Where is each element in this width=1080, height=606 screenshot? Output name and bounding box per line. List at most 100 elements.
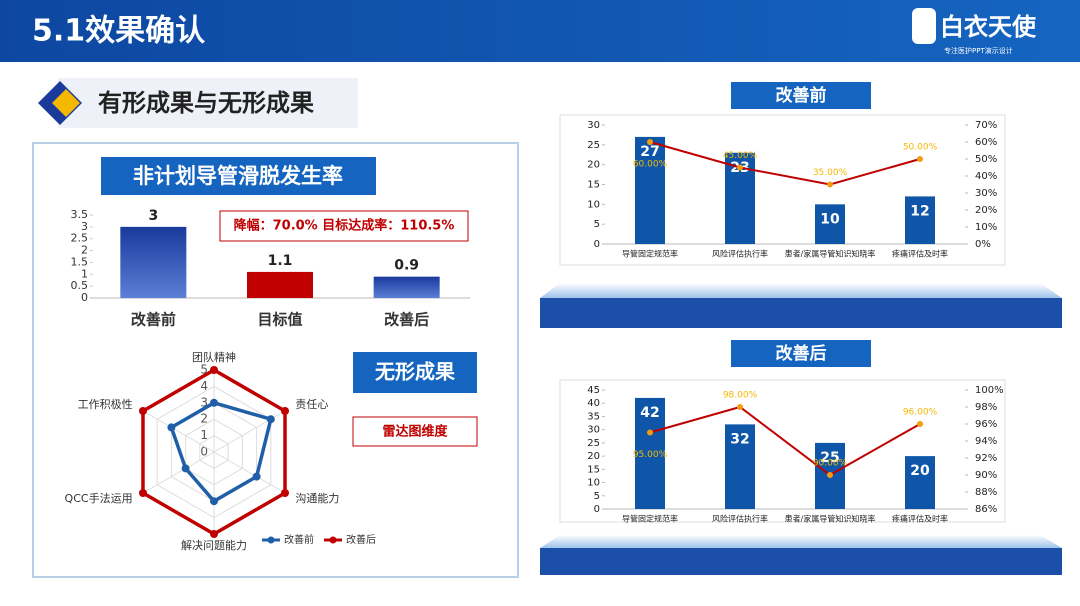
radar-marker xyxy=(167,423,176,432)
annotation: 降幅：70.0% 目标达成率：110.5% xyxy=(234,218,455,234)
platform xyxy=(540,548,1062,575)
title-banner xyxy=(101,157,376,195)
platform xyxy=(540,283,1062,298)
value-label: 10 xyxy=(820,211,840,227)
header-title: 5.1效果确认 xyxy=(32,14,205,49)
bar xyxy=(905,456,935,509)
line xyxy=(649,141,921,186)
bar xyxy=(373,276,440,298)
axis-label: 责任心 xyxy=(295,398,328,411)
value-label: 98.00% xyxy=(723,391,758,401)
platform xyxy=(540,298,1062,328)
value-label: 35.00% xyxy=(813,168,848,178)
spoke xyxy=(142,410,215,453)
radar-marker xyxy=(281,407,290,415)
y2-tick-label: 0% xyxy=(975,239,991,250)
logo-sub: 专注医护PPT演示设计 xyxy=(944,46,1013,55)
legend-label: 改善后 xyxy=(346,533,376,546)
bar xyxy=(725,424,755,509)
line-marker xyxy=(827,472,833,478)
radar-marker xyxy=(138,407,147,415)
y2-tick-label: 60% xyxy=(975,137,997,148)
y-tick-label: 5 xyxy=(594,491,600,502)
line-marker xyxy=(647,139,653,145)
radar-marker xyxy=(281,489,290,497)
section-title: 有形成果与无形成果 xyxy=(98,89,314,117)
r-tick-label: 0 xyxy=(200,445,208,459)
value-label: 45.00% xyxy=(723,151,758,161)
y2-tick-label: 98% xyxy=(975,402,997,413)
y2-tick-label: 100% xyxy=(975,385,1004,396)
x-tick-label: 风险评估执行率 xyxy=(712,514,768,524)
value-label: 90.00% xyxy=(813,459,848,469)
r-tick-label: 3 xyxy=(200,395,208,409)
y-tick-label: 0 xyxy=(594,239,600,250)
y2-tick-label: 30% xyxy=(975,188,997,199)
chart-title: 无形成果 xyxy=(375,360,455,384)
axis-label: 团队精神 xyxy=(192,350,236,364)
section-icon xyxy=(52,89,80,117)
y-tick-label: 20 xyxy=(587,451,600,462)
value-label: 3 xyxy=(148,208,158,224)
chart-subtitle: 雷达图维度 xyxy=(382,424,448,440)
chart-area xyxy=(559,379,1006,523)
radar-marker xyxy=(266,415,275,424)
value-label: 96.00% xyxy=(903,408,938,418)
title-banner xyxy=(731,82,871,109)
bar xyxy=(905,196,935,244)
y2-tick-label: 92% xyxy=(975,453,997,464)
r-tick-label: 2 xyxy=(200,412,208,426)
section-bg xyxy=(58,78,358,128)
y-tick-label: 2.5 xyxy=(71,232,89,245)
chart-title: 改善后 xyxy=(776,343,827,364)
bar xyxy=(247,271,313,298)
y2-tick-label: 96% xyxy=(975,419,997,430)
legend-label: 改善前 xyxy=(284,533,314,546)
radar-marker xyxy=(138,489,147,497)
title-banner xyxy=(731,340,871,367)
value-label: 1.1 xyxy=(268,253,293,269)
y-tick-label: 25 xyxy=(587,438,600,449)
x-tick-label: 改善前 xyxy=(131,311,176,329)
y-tick-label: 3 xyxy=(81,220,88,233)
x-tick-label: 导管固定规范率 xyxy=(622,514,678,524)
r-tick-label: 1 xyxy=(200,428,208,442)
annotation-box xyxy=(219,210,469,242)
x-tick-label: 导管固定规范率 xyxy=(622,249,678,259)
y-tick-label: 10 xyxy=(587,199,600,210)
y-tick-label: 35 xyxy=(587,411,600,422)
line-marker xyxy=(827,181,833,188)
value-label: 50.00% xyxy=(903,143,938,153)
y-tick-label: 30 xyxy=(587,425,600,436)
title-banner xyxy=(353,352,477,393)
x-tick-label: 改善后 xyxy=(384,311,429,329)
axis-label: QCC手法运用 xyxy=(65,491,133,505)
value-label: 0.9 xyxy=(394,258,419,274)
y-tick-label: 1 xyxy=(81,267,88,280)
y2-tick-label: 86% xyxy=(975,504,997,515)
line xyxy=(649,405,921,477)
bar xyxy=(635,397,665,509)
line-marker xyxy=(917,421,923,427)
radar-marker xyxy=(210,398,218,407)
value-label: 20 xyxy=(910,463,930,479)
x-tick-label: 风险评估执行率 xyxy=(712,249,768,259)
header-bar xyxy=(0,0,1080,62)
y-tick-label: 20 xyxy=(587,160,600,171)
y2-tick-label: 88% xyxy=(975,487,997,498)
chart-area xyxy=(559,114,1006,266)
value-label: 42 xyxy=(640,405,659,421)
x-tick-label: 患者/家属导管知识知晓率 xyxy=(785,249,876,259)
y-tick-label: 0 xyxy=(81,291,88,304)
bar xyxy=(635,136,665,244)
axis-label: 解决问题能力 xyxy=(181,538,247,552)
y-tick-label: 45 xyxy=(587,385,600,396)
y-tick-label: 30 xyxy=(587,120,600,131)
y-tick-label: 15 xyxy=(587,180,600,191)
y2-tick-label: 94% xyxy=(975,436,997,447)
x-tick-label: 疼痛评估及时率 xyxy=(892,514,948,524)
value-label: 25 xyxy=(820,450,839,466)
y2-tick-label: 90% xyxy=(975,470,997,481)
value-label: 12 xyxy=(910,203,929,219)
